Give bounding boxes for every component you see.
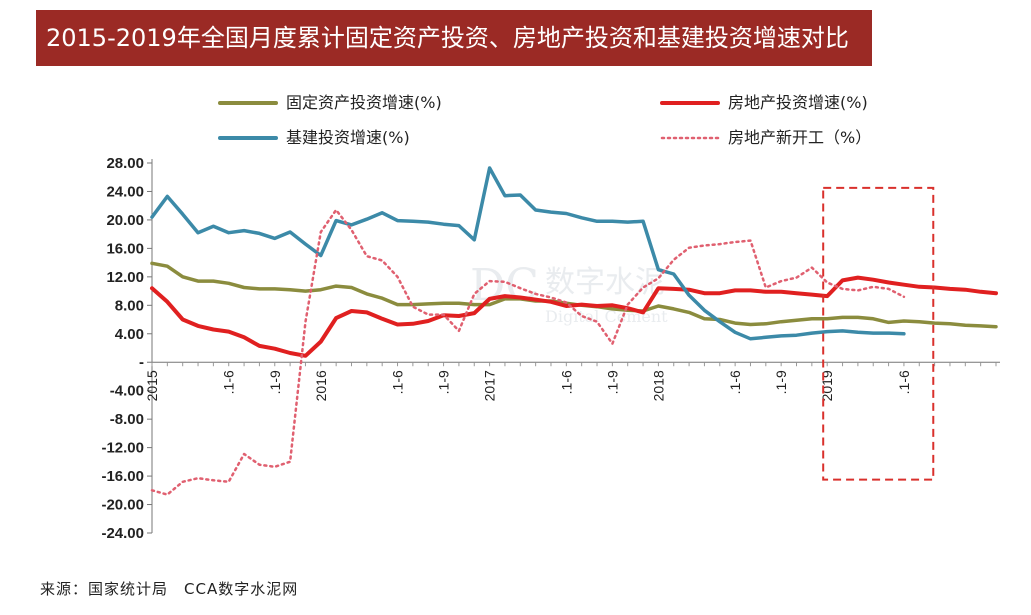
x-tick-label: 2019 xyxy=(819,370,835,401)
highlight-box xyxy=(822,186,935,481)
legend-label-real_estate: 房地产投资增速(%) xyxy=(728,93,868,112)
x-tick-label: .1-6 xyxy=(221,370,237,394)
legend: 固定资产投资增速(%) 房地产投资增速(%) 基建投资增速(%) 房地产新开工（%） xyxy=(218,93,871,147)
y-tick-label: -8.00 xyxy=(110,411,144,428)
y-tick-label: 24.00 xyxy=(106,183,144,200)
y-tick-label: 8.00 xyxy=(115,297,144,314)
x-tick-label: .1-9 xyxy=(436,370,452,394)
source-note: 来源：国家统计局 CCA数字水泥网 xyxy=(40,580,299,598)
y-tick-label: -4.00 xyxy=(110,383,144,400)
x-tick-label: .1-6 xyxy=(896,370,912,394)
watermark-text: 数字水泥 xyxy=(545,265,665,300)
series-line-infrastructure xyxy=(150,166,906,341)
y-tick-label: - xyxy=(139,354,144,371)
series-group xyxy=(150,166,998,496)
x-tick-label: .1-6 xyxy=(558,370,574,394)
y-tick-label: 28.00 xyxy=(106,155,144,172)
x-tick-label: .1-6 xyxy=(390,370,406,394)
highlight-rect xyxy=(822,186,935,481)
x-tick-label: .1-9 xyxy=(773,370,789,394)
x-tick-label: 2018 xyxy=(650,370,666,401)
chart-title: 2015-2019年全国月度累计固定资产投资、房地产投资和基建投资增速对比 xyxy=(36,10,872,66)
y-tick-label: 4.00 xyxy=(115,326,144,343)
watermark-logo: DC xyxy=(470,260,539,311)
legend-label-infrastructure: 基建投资增速(%) xyxy=(286,128,410,147)
y-tick-label: 16.00 xyxy=(106,240,144,257)
axes: 28.00 24.00 20.00 16.00 12.00 8.00 4.00 - -4.00 -… xyxy=(101,155,1000,542)
x-tick-label: .1-6 xyxy=(727,370,743,394)
x-tick-label: 2017 xyxy=(482,370,498,401)
legend-label-fixed_asset: 固定资产投资增速(%) xyxy=(286,93,442,112)
x-tick-label: 2016 xyxy=(313,370,329,401)
series-line-real_estate xyxy=(150,275,998,358)
series-line-new_construction xyxy=(150,208,906,496)
y-tick-label: -16.00 xyxy=(101,468,144,485)
x-tick-label: .1-9 xyxy=(604,370,620,394)
y-tick-label: -20.00 xyxy=(101,497,144,514)
y-tick-label: -24.00 xyxy=(101,525,144,542)
y-tick-label: 12.00 xyxy=(106,269,144,286)
x-tick-label: .1-9 xyxy=(267,370,283,394)
x-tick-label: 2015 xyxy=(144,370,160,401)
y-tick-label: 20.00 xyxy=(106,212,144,229)
legend-label-new_construction: 房地产新开工（%） xyxy=(728,128,871,147)
y-tick-label: -12.00 xyxy=(101,440,144,457)
